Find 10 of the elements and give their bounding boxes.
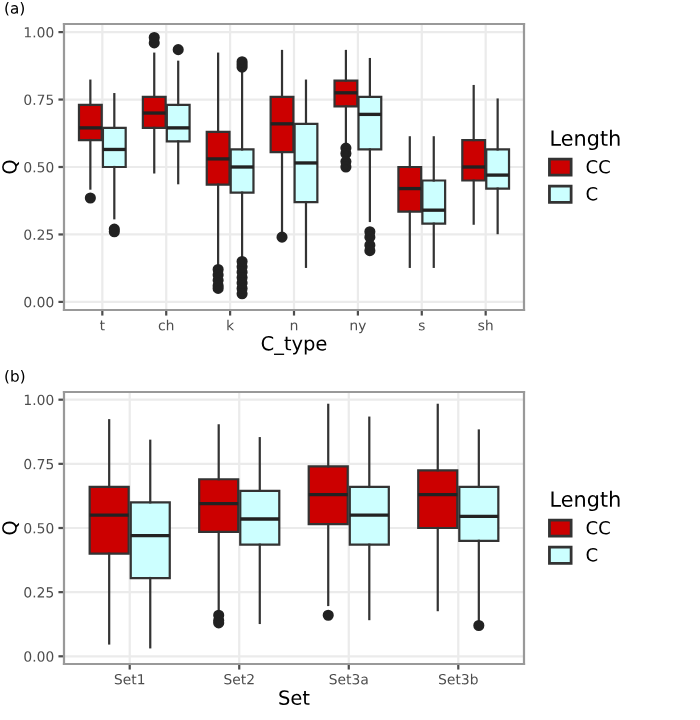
y-axis-title: Q <box>2 521 20 535</box>
legend-title: Length <box>551 490 620 512</box>
x-axis-title: C_type <box>261 335 327 355</box>
y-axis-title: Q <box>2 160 20 174</box>
x-axis-title: Set <box>279 690 310 705</box>
legend-title: Length <box>551 129 620 151</box>
legend-label: C <box>586 547 598 562</box>
legend-label: CC <box>586 159 610 174</box>
legend-label: C <box>586 186 598 201</box>
legend-label: CC <box>586 520 610 535</box>
